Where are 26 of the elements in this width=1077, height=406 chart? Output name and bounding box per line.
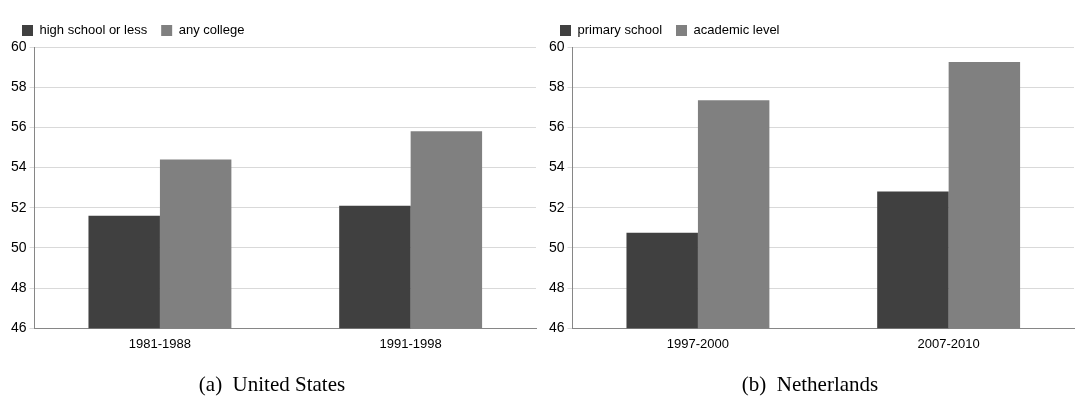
y-tick-label: 48: [10, 278, 27, 295]
text: (b) Netherlands: [741, 371, 879, 396]
y-tick-label: 54: [548, 158, 565, 175]
legend-label: academic level: [693, 22, 780, 38]
x-tick-label: 1997-2000: [666, 335, 730, 351]
y-tick-label: 58: [548, 78, 565, 95]
x-tick-label: 1981-1988: [128, 335, 192, 351]
legend-label: any college: [178, 22, 245, 38]
y-tick-label: 52: [548, 198, 565, 215]
y-tick-label: 46: [10, 319, 27, 336]
y-tick-label: 50: [10, 238, 27, 255]
y-tick-label: 48: [548, 278, 565, 295]
x-tick-label: 1991-1998: [379, 335, 442, 351]
y-tick-label: 60: [548, 37, 565, 54]
y-tick-label: 58: [10, 78, 27, 95]
y-tick-label: 52: [10, 198, 27, 215]
y-tick-label: 56: [548, 118, 565, 135]
text: (a) United States: [198, 371, 346, 396]
y-tick-label: 60: [10, 37, 27, 54]
legend-label: primary school: [577, 22, 663, 38]
legend-label: high school or less: [39, 22, 148, 38]
y-tick-label: 56: [10, 118, 27, 135]
y-tick-label: 46: [548, 319, 565, 336]
y-tick-label: 50: [548, 238, 565, 255]
x-tick-label: 2007-2010: [917, 335, 980, 351]
y-tick-label: 54: [10, 158, 27, 175]
